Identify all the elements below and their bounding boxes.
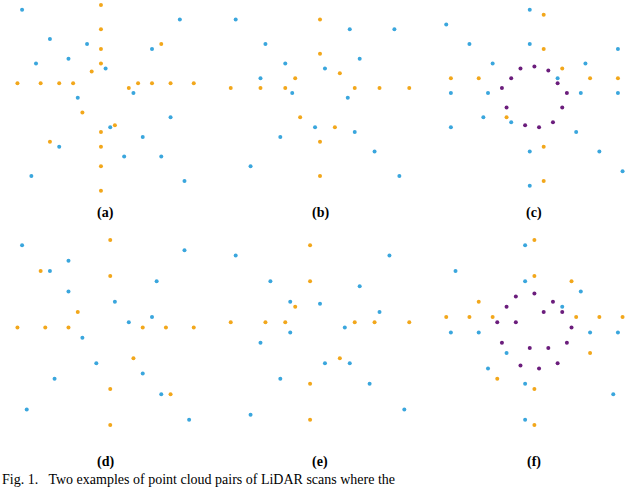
svg-text:Fig. 1. Two examples of poin: Fig. 1. Two examples of point cloud pair… (2, 472, 395, 487)
svg-text:(c): (c) (526, 205, 542, 221)
svg-text:(b): (b) (312, 205, 329, 221)
svg-text:(f): (f) (527, 454, 541, 470)
svg-text:(e): (e) (312, 454, 328, 470)
svg-text:(d): (d) (97, 454, 114, 470)
svg-text:(a): (a) (97, 205, 114, 221)
